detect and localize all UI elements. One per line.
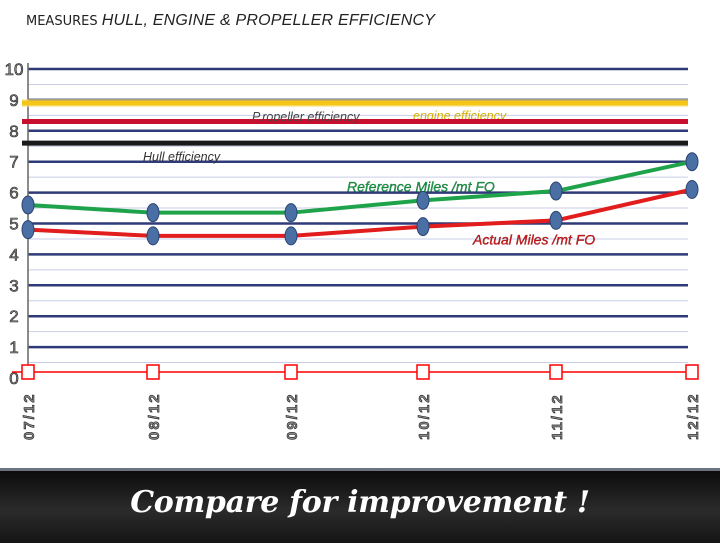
x-axis-marker <box>146 364 160 380</box>
x-tick-label: 11/12 <box>549 393 566 440</box>
data-point <box>685 180 699 200</box>
y-tick-label: 6 <box>9 184 18 203</box>
y-tick-label: 5 <box>9 215 18 234</box>
series-line <box>27 187 693 238</box>
data-point <box>416 190 430 210</box>
series-line <box>27 159 693 215</box>
data-point <box>549 181 563 201</box>
reference-line-label: Hull efficiency <box>143 150 221 164</box>
y-tick-label: 9 <box>9 91 18 110</box>
y-tick-label: 7 <box>9 153 18 172</box>
data-point <box>685 152 699 172</box>
y-tick-label: 1 <box>9 338 18 357</box>
y-tick-label: 0 <box>9 369 18 388</box>
data-point <box>416 217 430 237</box>
x-axis-marker <box>416 364 430 380</box>
data-point <box>284 226 298 246</box>
y-tick-label: 4 <box>9 245 18 264</box>
data-point <box>549 210 563 230</box>
y-tick-label: 2 <box>9 307 18 326</box>
footer-slogan: Compare for improvement ! <box>130 485 590 520</box>
data-point <box>21 220 35 240</box>
footer-bar: Compare for improvement ! <box>0 468 720 543</box>
x-tick-label: 07/12 <box>21 392 38 440</box>
data-point <box>146 203 160 223</box>
series-label: Reference Miles /mt FO <box>347 178 495 194</box>
title-main: HULL, ENGINE & PROPELLER EFFICIENCY <box>101 12 436 29</box>
series-label: Actual Miles /mt FO <box>472 231 595 247</box>
x-axis-marker <box>549 364 563 380</box>
x-axis-marker <box>21 364 35 380</box>
x-tick-label: 10/12 <box>416 392 433 440</box>
y-tick-label: 8 <box>9 122 18 141</box>
reference-line-label: P.ropeller efficiency <box>252 110 360 124</box>
data-point <box>21 195 35 215</box>
data-point <box>146 226 160 246</box>
x-tick-label: 09/12 <box>284 392 301 440</box>
slide-title: MEASURES HULL, ENGINE & PROPELLER EFFICI… <box>26 12 435 30</box>
y-tick-label: 10 <box>5 60 24 79</box>
title-prefix: MEASURES <box>26 14 98 29</box>
x-axis-marker <box>685 364 699 380</box>
x-axis-marker <box>284 364 298 380</box>
x-tick-label: 08/12 <box>146 392 163 440</box>
y-tick-label: 3 <box>9 276 18 295</box>
x-tick-label: 12/12 <box>685 392 702 440</box>
data-point <box>284 203 298 223</box>
